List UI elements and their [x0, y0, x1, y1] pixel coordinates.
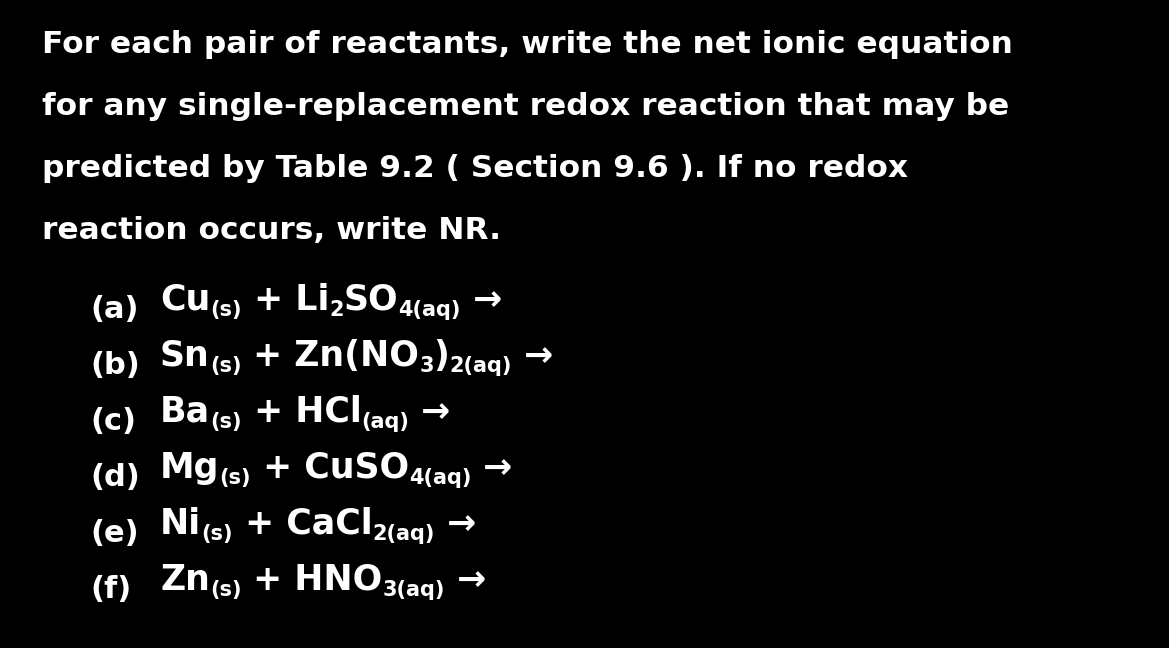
Text: (s): (s) — [220, 468, 251, 488]
Text: + Zn(NO: + Zn(NO — [241, 339, 420, 373]
Text: + HCl: + HCl — [242, 395, 361, 429]
Text: →: → — [435, 507, 476, 541]
Text: (aq): (aq) — [361, 412, 409, 432]
Text: →: → — [409, 395, 450, 429]
Text: ): ) — [434, 339, 450, 373]
Text: reaction occurs, write NR.: reaction occurs, write NR. — [42, 216, 502, 245]
Text: SO: SO — [344, 283, 399, 317]
Text: 2(aq): 2(aq) — [372, 524, 435, 544]
Text: Ba: Ba — [160, 395, 210, 429]
Text: (s): (s) — [210, 412, 242, 432]
Text: 2(aq): 2(aq) — [450, 356, 512, 376]
Text: Cu: Cu — [160, 283, 210, 317]
Text: Ni: Ni — [160, 507, 201, 541]
Text: predicted by Table 9.2 ( Section 9.6 ). If no redox: predicted by Table 9.2 ( Section 9.6 ). … — [42, 154, 908, 183]
Text: 4(aq): 4(aq) — [399, 300, 461, 320]
Text: (a): (a) — [90, 295, 138, 325]
Text: (s): (s) — [210, 300, 242, 320]
Text: + Li: + Li — [242, 283, 330, 317]
Text: →: → — [461, 283, 502, 317]
Text: (b): (b) — [90, 351, 140, 380]
Text: Zn: Zn — [160, 563, 210, 597]
Text: (s): (s) — [209, 356, 241, 376]
Text: Sn: Sn — [160, 339, 209, 373]
Text: 3: 3 — [420, 356, 434, 376]
Text: (e): (e) — [90, 520, 139, 548]
Text: + HNO: + HNO — [241, 563, 382, 597]
Text: 2: 2 — [330, 300, 344, 320]
Text: (d): (d) — [90, 463, 140, 492]
Text: Mg: Mg — [160, 451, 220, 485]
Text: (f): (f) — [90, 575, 131, 605]
Text: (s): (s) — [201, 524, 233, 544]
Text: + CuSO: + CuSO — [251, 451, 409, 485]
Text: + CaCl: + CaCl — [233, 507, 372, 541]
Text: For each pair of reactants, write the net ionic equation: For each pair of reactants, write the ne… — [42, 30, 1012, 59]
Text: →: → — [512, 339, 553, 373]
Text: (c): (c) — [90, 408, 136, 437]
Text: →: → — [445, 563, 486, 597]
Text: (s): (s) — [210, 580, 241, 600]
Text: →: → — [471, 451, 513, 485]
Text: for any single-replacement redox reaction that may be: for any single-replacement redox reactio… — [42, 92, 1009, 121]
Text: 3(aq): 3(aq) — [382, 580, 445, 600]
Text: 4(aq): 4(aq) — [409, 468, 471, 488]
